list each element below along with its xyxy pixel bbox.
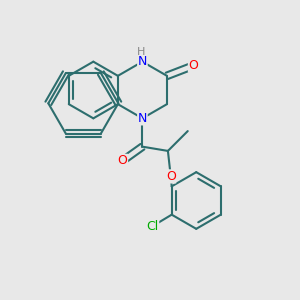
Text: Cl: Cl: [146, 220, 159, 233]
Text: N: N: [138, 112, 147, 125]
Text: O: O: [118, 154, 128, 167]
Text: H: H: [136, 47, 145, 57]
Text: O: O: [166, 170, 176, 183]
Text: O: O: [188, 59, 198, 72]
Text: N: N: [138, 55, 147, 68]
